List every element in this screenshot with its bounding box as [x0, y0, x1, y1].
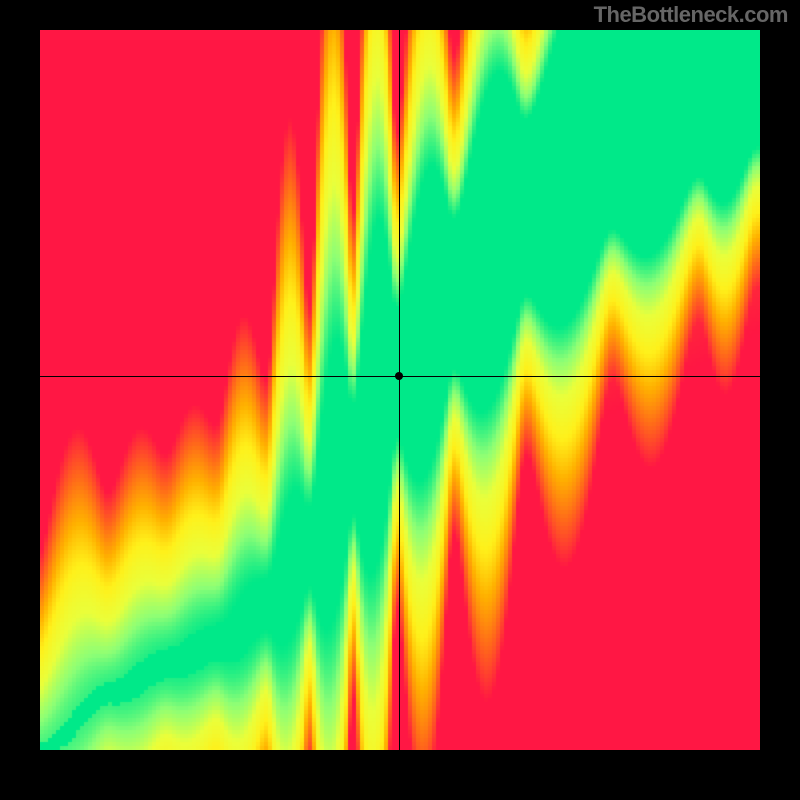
- heatmap-canvas: [40, 30, 760, 750]
- root-container: TheBottleneck.com: [0, 0, 800, 800]
- watermark-text: TheBottleneck.com: [594, 2, 788, 28]
- crosshair-vertical: [399, 30, 400, 750]
- crosshair-marker: [395, 372, 403, 380]
- plot-area: [40, 30, 760, 750]
